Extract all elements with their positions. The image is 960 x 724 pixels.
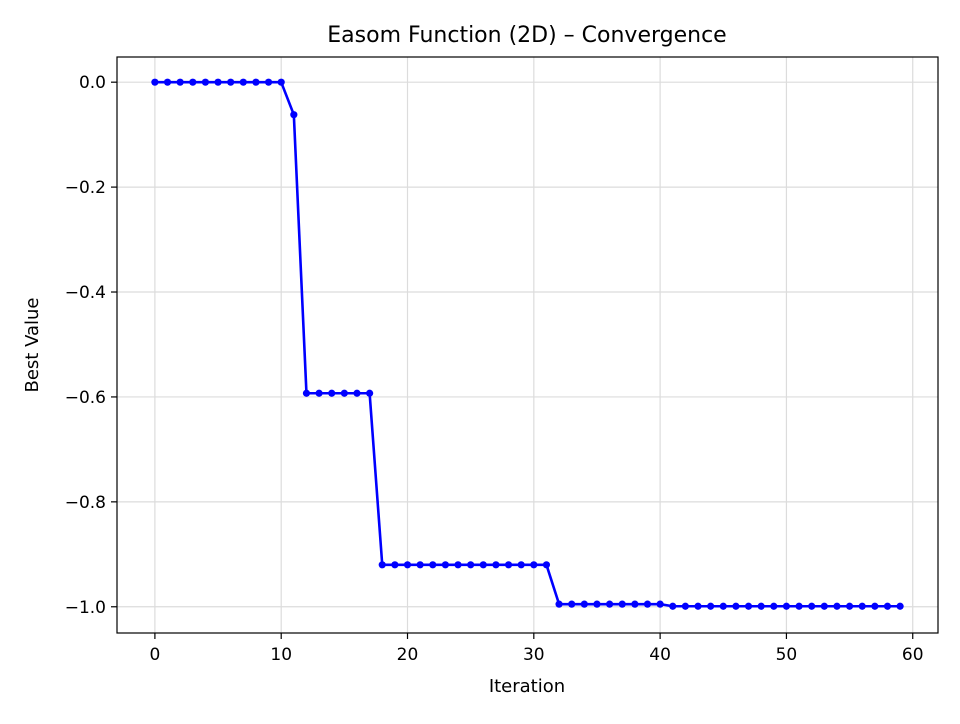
data-point (378, 561, 386, 569)
x-tick-label: 0 (149, 645, 160, 665)
data-point (757, 602, 765, 610)
data-point (315, 389, 323, 397)
data-point (643, 600, 652, 608)
data-point (454, 561, 462, 569)
chart-title: Easom Function (2D) – Convergence (327, 23, 726, 48)
data-point (353, 389, 361, 397)
data-point (517, 561, 525, 569)
x-axis-label: Iteration (489, 676, 565, 697)
data-point (214, 78, 222, 86)
x-tick-label: 40 (649, 645, 671, 665)
data-point (732, 602, 740, 610)
data-point (416, 561, 424, 569)
data-point (277, 78, 285, 86)
data-point (227, 78, 235, 86)
x-tick-label: 30 (523, 645, 545, 665)
data-point (618, 600, 626, 608)
y-axis-label: Best Value (22, 297, 43, 392)
x-tick-label: 60 (902, 645, 924, 665)
data-point (467, 561, 475, 569)
data-point (719, 602, 727, 610)
data-point (290, 111, 298, 119)
data-point (403, 561, 412, 569)
data-point (845, 602, 854, 610)
y-tick-label: −1.0 (65, 598, 106, 618)
data-point (593, 600, 601, 608)
plot-frame (116, 56, 939, 634)
data-point (820, 602, 828, 610)
data-point (694, 602, 702, 610)
y-tick-label: −0.6 (65, 388, 106, 408)
data-point (656, 600, 664, 608)
data-point (328, 389, 336, 397)
data-point (782, 602, 791, 610)
data-point (568, 600, 576, 608)
y-tick-label: −0.4 (65, 283, 106, 303)
data-point (707, 602, 715, 610)
data-point (189, 78, 197, 86)
data-point (833, 602, 841, 610)
y-tick-label: −0.8 (65, 493, 106, 513)
data-point (239, 78, 247, 86)
data-point (252, 78, 260, 86)
data-point (542, 561, 551, 569)
x-tick-label: 50 (776, 645, 798, 665)
data-point (479, 561, 487, 569)
data-point (744, 602, 753, 610)
data-point (201, 78, 210, 86)
data-point (391, 561, 399, 569)
data-point (871, 602, 879, 610)
data-point (770, 602, 778, 610)
x-tick-label: 20 (397, 645, 419, 665)
data-point (681, 602, 689, 610)
data-point (631, 600, 639, 608)
data-point (429, 561, 437, 569)
data-point (302, 389, 311, 397)
data-point (858, 602, 866, 610)
data-point (580, 600, 588, 608)
axis-ticks: 0 10 20 30 40 50 60 0.0 −0.2 −0.4 −0.6 −0.8 −1.0 (65, 73, 924, 665)
data-point (176, 78, 184, 86)
data-point (555, 600, 563, 608)
data-point (340, 389, 348, 397)
data-point (606, 600, 614, 608)
data-point (504, 561, 513, 569)
data-point (669, 602, 677, 610)
data-point (151, 78, 159, 86)
data-point (441, 561, 449, 569)
data-point (163, 78, 172, 86)
x-tick-label: 10 (270, 645, 292, 665)
data-point (492, 561, 500, 569)
data-point (808, 602, 816, 610)
data-point (264, 78, 273, 86)
data-point (530, 561, 538, 569)
series-layer (151, 78, 904, 610)
y-tick-label: −0.2 (65, 178, 106, 198)
data-point (896, 602, 904, 610)
data-point (883, 602, 892, 610)
data-point (366, 389, 374, 397)
y-tick-label: 0.0 (79, 73, 106, 93)
data-point (795, 602, 803, 610)
